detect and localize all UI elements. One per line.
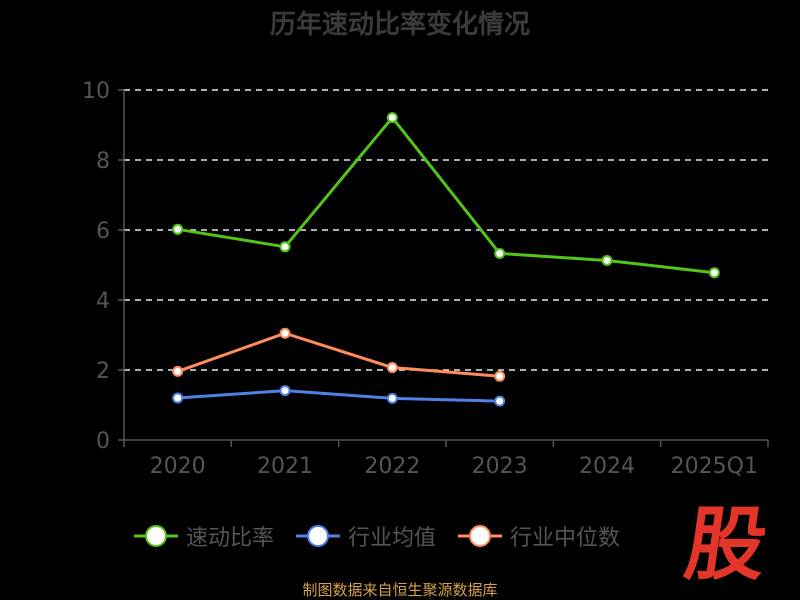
- data-point: [494, 370, 506, 382]
- legend-item[interactable]: 行业中位数: [458, 520, 620, 552]
- series-layer: [172, 112, 720, 407]
- y-tick-label: 2: [96, 359, 110, 384]
- x-tick-label: 2021: [257, 454, 313, 479]
- legend-item[interactable]: 行业均值: [296, 520, 436, 552]
- brand-logo: 股: [679, 498, 773, 591]
- x-tick-label: 2023: [472, 454, 528, 479]
- data-point: [386, 362, 398, 374]
- legend-swatch: [458, 525, 503, 547]
- x-tick-label: 2022: [364, 454, 420, 479]
- data-point: [172, 223, 184, 235]
- y-tick-label: 6: [96, 219, 110, 244]
- series-line: [177, 331, 500, 378]
- chart-title: 历年速动比率变化情况: [269, 10, 530, 40]
- legend-swatch-marker: [469, 525, 492, 547]
- legend-swatch: [296, 525, 341, 547]
- legend-swatch: [134, 525, 178, 547]
- x-axis-ticks: 2020 2021 2022 2023 2024 2025Q1: [123, 440, 769, 479]
- legend-label: 速动比率: [186, 526, 275, 551]
- legend-label: 行业均值: [348, 526, 437, 551]
- y-tick-label: 0: [96, 429, 110, 454]
- data-point: [279, 327, 291, 339]
- data-point: [494, 395, 506, 407]
- data-point: [279, 241, 291, 253]
- y-tick-label: 8: [96, 149, 110, 174]
- series-line: [177, 389, 500, 403]
- data-point: [386, 392, 398, 404]
- data-point: [172, 365, 184, 377]
- legend: 速动比率 行业均值 行业中位数: [134, 520, 620, 552]
- data-point: [172, 392, 184, 404]
- data-point: [708, 267, 720, 279]
- x-tick-label: 2024: [579, 454, 635, 479]
- legend-swatch-marker: [307, 525, 330, 547]
- y-tick-label: 4: [96, 289, 110, 314]
- legend-swatch-marker: [145, 525, 167, 547]
- axes: [123, 90, 768, 441]
- data-point: [601, 254, 613, 266]
- x-tick-label: 2025Q1: [671, 454, 758, 479]
- data-point: [494, 247, 506, 259]
- legend-item[interactable]: 速动比率: [134, 520, 274, 552]
- grid-lines: [124, 89, 768, 371]
- y-axis-ticks: 0 2 4 6 8 10: [82, 79, 124, 454]
- y-tick-label: 10: [82, 79, 110, 104]
- source-note: 制图数据来自恒生聚源数据库: [302, 581, 498, 599]
- series-line: [177, 116, 715, 275]
- data-point: [279, 385, 291, 397]
- data-point: [386, 112, 398, 124]
- x-tick-label: 2020: [150, 454, 206, 479]
- legend-label: 行业中位数: [510, 526, 621, 551]
